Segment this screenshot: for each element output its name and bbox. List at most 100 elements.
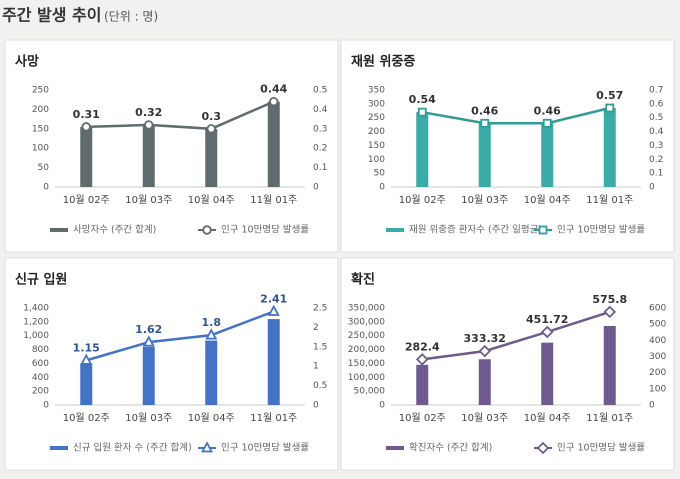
- y2-tick-label: 600: [649, 304, 666, 314]
- y-tick-label: 50: [38, 163, 50, 173]
- x-tick-label: 10월 04주: [524, 412, 571, 424]
- y-tick-label: 150: [368, 141, 385, 151]
- legend-label: 인구 10만명당 발생률: [557, 225, 645, 236]
- bar: [80, 363, 93, 405]
- y-tick-label: 50: [374, 169, 386, 179]
- line-marker: [269, 96, 279, 107]
- y2-tick-label: 0: [313, 183, 319, 193]
- y2-tick-label: 0.2: [649, 155, 663, 165]
- data-label: 1.15: [73, 341, 100, 354]
- data-label: 0.57: [596, 89, 623, 102]
- y-tick-label: 200: [32, 105, 49, 115]
- x-tick-label: 10월 04주: [188, 194, 235, 206]
- bar: [478, 123, 491, 187]
- data-label: 0.3: [202, 110, 222, 123]
- panel-background: [340, 39, 675, 253]
- data-label: 0.46: [534, 104, 561, 117]
- y-tick-label: 400: [32, 373, 49, 383]
- line-marker: [206, 124, 216, 134]
- y2-tick-label: 0.3: [313, 124, 327, 134]
- y2-tick-label: 0.5: [313, 86, 327, 96]
- bar: [142, 124, 155, 187]
- data-label: 2.41: [260, 292, 287, 305]
- line-marker: [267, 304, 280, 316]
- line-marker: [417, 107, 427, 117]
- bar: [541, 342, 554, 405]
- y2-tick-label: 0.7: [649, 86, 663, 96]
- y-tick-label: 1,000: [23, 331, 49, 341]
- line-marker: [201, 441, 213, 453]
- y-tick-label: 250: [368, 113, 385, 123]
- y-tick-label: 300,000: [348, 317, 385, 327]
- legend-label: 인구 10만명당 발생률: [221, 443, 309, 454]
- x-tick-label: 10월 04주: [188, 412, 235, 424]
- line-marker: [542, 118, 552, 128]
- bar: [603, 326, 616, 405]
- data-label: 0.31: [73, 108, 100, 121]
- legend-swatch: [50, 446, 68, 450]
- line-marker: [478, 344, 492, 358]
- bar: [205, 128, 218, 187]
- y-tick-label: 1,400: [23, 304, 49, 314]
- y2-tick-label: 2: [313, 323, 319, 333]
- bar: [416, 364, 429, 405]
- y-tick-label: 100: [32, 144, 49, 154]
- line-marker: [415, 353, 429, 366]
- legend-swatch: [386, 446, 404, 450]
- line-marker: [81, 122, 91, 132]
- x-tick-label: 10월 04주: [524, 194, 571, 206]
- rate-line: [422, 106, 611, 125]
- chart-panel: 신규 입원 0 200 400 600 800 1,000 1,200 1,400 0 0.5 1 1.…: [4, 257, 339, 471]
- legend-label: 인구 10만명당 발생률: [557, 443, 645, 454]
- data-label: 0.32: [135, 106, 162, 119]
- line-marker: [142, 335, 155, 347]
- y-tick-label: 200: [32, 387, 49, 397]
- page-title: 주간 발생 추이: [2, 6, 101, 25]
- chart-panel: 재원 위중증 0 50 100 150 200 250 300 350 0 0.1 0.2 0.3 0.4…: [340, 39, 675, 253]
- line-marker: [538, 225, 548, 235]
- line-marker: [144, 120, 154, 130]
- y2-tick-label: 0.6: [649, 99, 664, 109]
- x-tick-label: 10월 02주: [63, 194, 110, 206]
- data-label: 0.46: [471, 104, 498, 117]
- bar: [80, 126, 93, 187]
- chart-title: 재원 위중증: [351, 55, 415, 70]
- y2-tick-label: 0.5: [313, 381, 327, 391]
- line-marker: [480, 118, 490, 128]
- bar: [478, 359, 491, 405]
- bar: [603, 108, 616, 187]
- legend-swatch: [50, 228, 68, 232]
- data-label: 0.44: [260, 83, 287, 96]
- y2-tick-label: 0.1: [313, 163, 327, 173]
- legend-swatch: [386, 228, 404, 232]
- legend-label: 사망자수 (주간 합계): [73, 224, 156, 236]
- bar: [142, 346, 155, 405]
- x-tick-label: 11월 01주: [586, 412, 633, 424]
- x-tick-label: 10월 02주: [399, 412, 446, 424]
- line-marker: [605, 103, 615, 113]
- data-label: 1.8: [202, 316, 222, 329]
- data-label: 1.62: [135, 323, 162, 336]
- chart-panel: 확진 0 50,000 100,000 150,000 200,000 250,000 300…: [340, 257, 675, 471]
- panel-background: [4, 257, 339, 471]
- bar: [267, 101, 280, 187]
- y-tick-label: 100,000: [348, 373, 385, 383]
- y-tick-label: 50,000: [354, 387, 386, 397]
- y2-tick-label: 0.4: [649, 127, 664, 137]
- line-marker: [80, 353, 93, 365]
- y-tick-label: 250: [32, 86, 49, 96]
- y-tick-label: 800: [32, 345, 49, 355]
- y-tick-label: 0: [43, 183, 49, 193]
- panel-background: [340, 257, 675, 471]
- y2-tick-label: 0: [649, 183, 655, 193]
- y2-tick-label: 1: [313, 362, 319, 372]
- x-tick-label: 10월 03주: [461, 194, 508, 206]
- y2-tick-label: 0.3: [649, 141, 663, 151]
- bar: [267, 319, 280, 405]
- legend-label: 인구 10만명당 발생률: [221, 225, 309, 236]
- y2-tick-label: 0.1: [649, 169, 663, 179]
- unit-note: (단위 : 명): [104, 10, 158, 24]
- legend-label: 확진자수 (주간 합계): [409, 442, 492, 454]
- data-label: 282.4: [405, 340, 440, 353]
